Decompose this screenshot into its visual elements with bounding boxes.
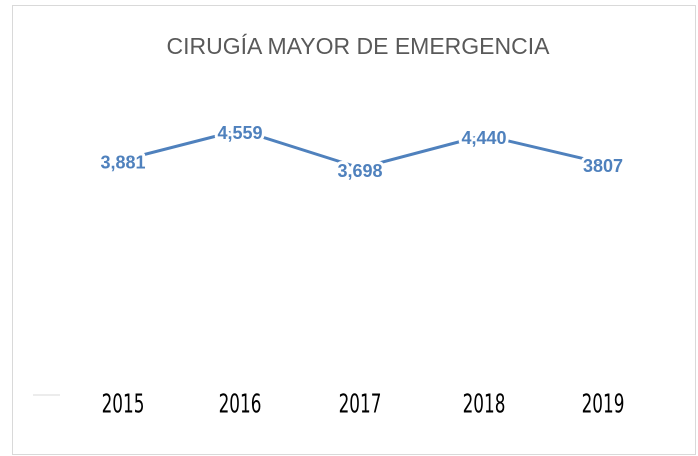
value-label: 3807	[583, 156, 623, 176]
x-tick-label: 2016	[219, 390, 262, 420]
value-label: 3,698	[337, 161, 382, 181]
x-tick-label: 2018	[463, 390, 506, 420]
x-tick-label: 2017	[339, 390, 382, 420]
value-label: 4,440	[461, 128, 506, 148]
chart-frame	[12, 5, 696, 455]
value-label: 3,881	[100, 153, 145, 173]
chart-title: CIRUGÍA MAYOR DE EMERGENCIA	[167, 33, 551, 59]
x-tick-label: 2019	[582, 390, 625, 420]
x-tick-label: 2015	[102, 390, 145, 420]
line	[122, 128, 604, 170]
value-label: 4,559	[217, 123, 262, 143]
